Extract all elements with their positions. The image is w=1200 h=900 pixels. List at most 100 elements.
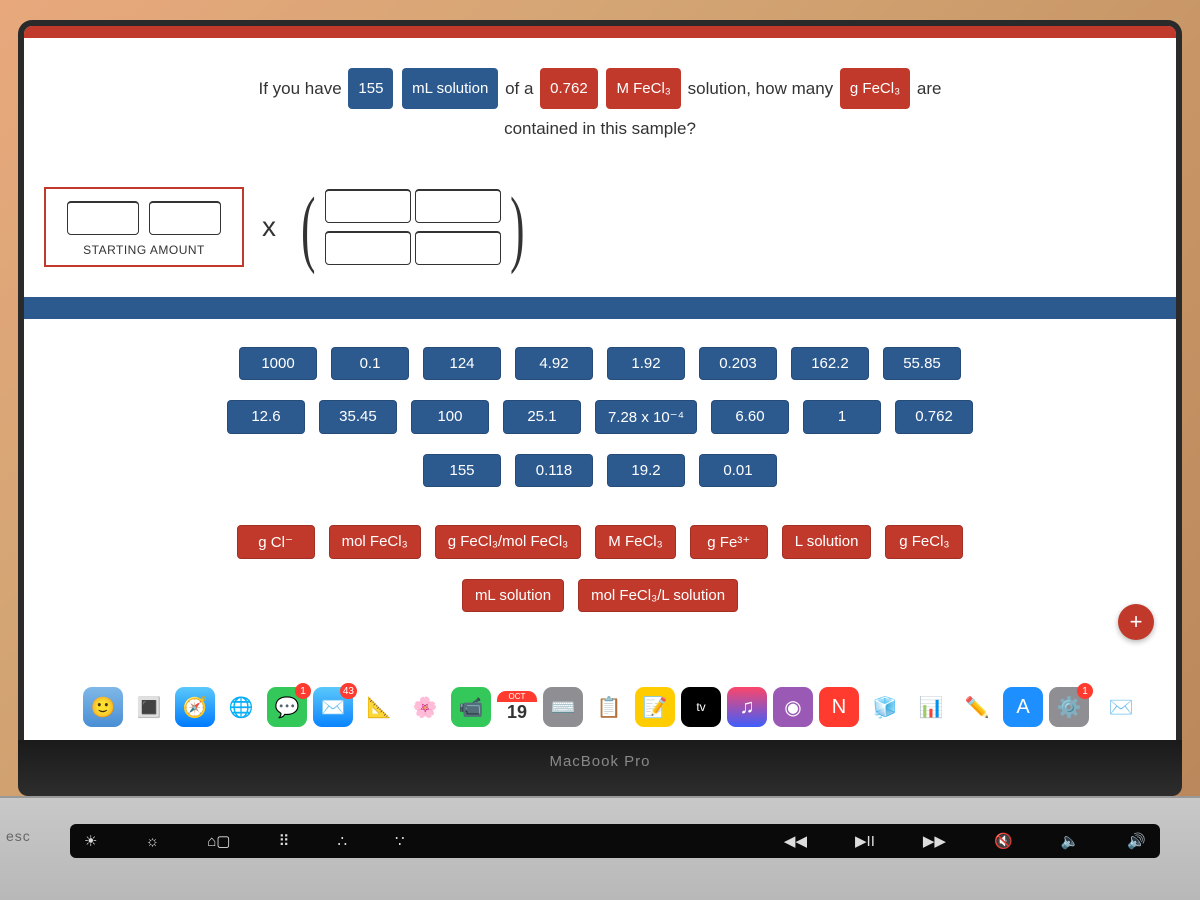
denominator-value-slot[interactable] [325,231,411,265]
number-tile[interactable]: 6.60 [711,400,789,434]
q-unit-grams: g FeCl₃ [840,68,910,109]
number-tile[interactable]: 0.203 [699,347,777,380]
numerator-unit-slot[interactable] [415,189,501,223]
photos-icon[interactable]: 🌸 [405,687,445,727]
laptop-deck: esc ☀ ☼ ⌂▢ ⠿ ∴ ∵ ◀◀ ▶II ▶▶ 🔇 🔈 🔊 [0,796,1200,900]
brightness-high-icon[interactable]: ☼ [145,833,159,850]
denominator-unit-slot[interactable] [415,231,501,265]
music-icon[interactable]: ♫ [727,687,767,727]
app5-icon[interactable]: 🖊 [1147,687,1182,727]
app3-icon[interactable]: 🧊 [865,687,905,727]
unit-tile[interactable]: mol FeCl₃/L solution [578,579,738,612]
q-part: contained in this sample? [504,119,696,138]
unit-tile[interactable]: g Fe³⁺ [690,525,768,559]
number-tile[interactable]: 1.92 [607,347,685,380]
unit-tile[interactable]: mol FeCl₃ [329,525,421,559]
q-value-0762: 0.762 [540,68,598,109]
unit-tile[interactable]: g FeCl₃/mol FeCl₃ [435,525,582,559]
app2-icon[interactable]: ⌨️ [543,687,583,727]
unit-tile[interactable]: L solution [782,525,872,559]
settings-icon[interactable]: ⚙️1 [1049,687,1089,727]
rewind-icon[interactable]: ◀◀ [784,832,807,850]
number-tile[interactable]: 35.45 [319,400,397,434]
q-value-155: 155 [348,68,393,109]
mute-icon[interactable]: 🔇 [994,832,1013,850]
chrome-icon[interactable]: 🌐 [221,687,261,727]
reminders-icon[interactable]: 📋 [589,687,629,727]
safari-icon[interactable]: 🧭 [175,687,215,727]
calendar-icon[interactable]: OCT 19 [497,687,537,727]
number-tile[interactable]: 55.85 [883,347,961,380]
facetime-icon[interactable]: 📹 [451,687,491,727]
news-icon[interactable]: N [819,687,859,727]
left-paren: ( [301,193,315,262]
numbers-icon[interactable]: 📊 [911,687,951,727]
right-paren: ) [510,193,524,262]
unit-tile[interactable]: M FeCl₃ [595,525,675,559]
unit-tile[interactable]: g Cl⁻ [237,525,315,559]
laptop-hinge: MacBook Pro [18,740,1182,796]
laptop-screen: If you have 155 mL solution of a 0.762 M… [18,20,1182,740]
tv-icon[interactable]: tv [681,687,721,727]
number-tile[interactable]: 0.01 [699,454,777,487]
number-tile[interactable]: 124 [423,347,501,380]
forward-icon[interactable]: ▶▶ [923,832,946,850]
unit-tile[interactable]: g FeCl₃ [885,525,963,559]
volume-high-icon[interactable]: 🔊 [1127,832,1146,850]
mail2-icon[interactable]: ✉️ [1101,687,1141,727]
start-value-slot[interactable] [67,201,139,235]
number-tile[interactable]: 7.28 x 10⁻⁴ [595,400,697,434]
app-content: If you have 155 mL solution of a 0.762 M… [24,38,1176,740]
mail-badge: 43 [340,683,357,699]
macos-dock: 🙂 🔳 🧭 🌐 💬1 ✉️43 📐 🌸 📹 OCT 19 ⌨️ 📋 📝 tv ♫… [74,680,1146,734]
appstore-icon[interactable]: A [1003,687,1043,727]
q-part: are [917,79,942,98]
app4-icon[interactable]: ✏️ [957,687,997,727]
add-conversion-button[interactable]: + [1118,604,1154,640]
notes-icon[interactable]: 📝 [635,687,675,727]
messages-badge: 1 [295,683,311,699]
unit-tiles-row: g Cl⁻ mol FeCl₃ g FeCl₃/mol FeCl₃ M FeCl₃ g … [24,503,1176,628]
launchpad-icon[interactable]: 🔳 [129,687,169,727]
start-unit-slot[interactable] [149,201,221,235]
q-unit-ml: mL solution [402,68,498,109]
podcasts-icon[interactable]: ◉ [773,687,813,727]
q-unit-molarity: M FeCl₃ [606,68,680,109]
messages-icon[interactable]: 💬1 [267,687,307,727]
numerator-value-slot[interactable] [325,189,411,223]
number-tile[interactable]: 162.2 [791,347,869,380]
kbd-brightness-low-icon[interactable]: ∴ [337,832,347,850]
q-part: If you have [259,79,342,98]
number-tile[interactable]: 0.762 [895,400,973,434]
q-part: of a [505,79,533,98]
play-pause-icon[interactable]: ▶II [855,832,875,850]
calendar-day: 19 [507,702,527,723]
macbook-label: MacBook Pro [549,753,650,770]
number-tile[interactable]: 1 [803,400,881,434]
number-tile[interactable]: 155 [423,454,501,487]
app1-icon[interactable]: 📐 [359,687,399,727]
settings-badge: 1 [1077,683,1093,699]
number-tile[interactable]: 1000 [239,347,317,380]
mail-icon[interactable]: ✉️43 [313,687,353,727]
mission-control-icon[interactable]: ⌂▢ [207,832,230,850]
number-tile[interactable]: 0.1 [331,347,409,380]
work-row: STARTING AMOUNT x ( ) [24,157,1176,297]
number-tile[interactable]: 19.2 [607,454,685,487]
starting-amount-box[interactable]: STARTING AMOUNT [44,187,244,267]
finder-icon[interactable]: 🙂 [83,687,123,727]
brightness-low-icon[interactable]: ☀ [84,832,97,850]
number-tile[interactable]: 4.92 [515,347,593,380]
divider-bar [24,297,1176,319]
esc-key-label: esc [6,828,31,844]
launchpad-tb-icon[interactable]: ⠿ [278,832,289,850]
question-text: If you have 155 mL solution of a 0.762 M… [24,38,1176,157]
unit-tile[interactable]: mL solution [462,579,564,612]
number-tile[interactable]: 25.1 [503,400,581,434]
number-tile[interactable]: 0.118 [515,454,593,487]
q-part: solution, how many [688,79,834,98]
number-tile[interactable]: 12.6 [227,400,305,434]
number-tile[interactable]: 100 [411,400,489,434]
kbd-brightness-high-icon[interactable]: ∵ [395,832,405,850]
volume-low-icon[interactable]: 🔈 [1061,832,1080,850]
